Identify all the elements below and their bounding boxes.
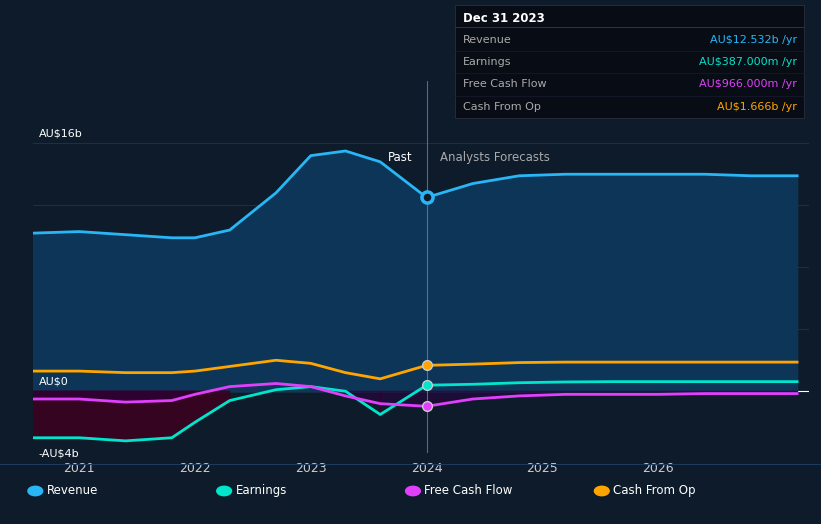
- Text: Revenue: Revenue: [47, 485, 99, 497]
- Text: Revenue: Revenue: [463, 35, 511, 45]
- Text: Free Cash Flow: Free Cash Flow: [463, 80, 547, 90]
- Text: AU$966.000m /yr: AU$966.000m /yr: [699, 80, 797, 90]
- Text: Cash From Op: Cash From Op: [613, 485, 695, 497]
- Text: Past: Past: [388, 151, 413, 164]
- Text: Cash From Op: Cash From Op: [463, 102, 541, 112]
- Text: AU$387.000m /yr: AU$387.000m /yr: [699, 57, 797, 67]
- Text: Dec 31 2023: Dec 31 2023: [463, 12, 545, 25]
- Text: AU$0: AU$0: [39, 377, 68, 387]
- Text: AU$12.532b /yr: AU$12.532b /yr: [710, 35, 797, 45]
- Text: AU$16b: AU$16b: [39, 128, 82, 138]
- Text: Analysts Forecasts: Analysts Forecasts: [440, 151, 550, 164]
- Text: Earnings: Earnings: [236, 485, 287, 497]
- Text: Free Cash Flow: Free Cash Flow: [424, 485, 513, 497]
- Text: -AU$4b: -AU$4b: [39, 449, 80, 458]
- Text: Earnings: Earnings: [463, 57, 511, 67]
- Text: AU$1.666b /yr: AU$1.666b /yr: [718, 102, 797, 112]
